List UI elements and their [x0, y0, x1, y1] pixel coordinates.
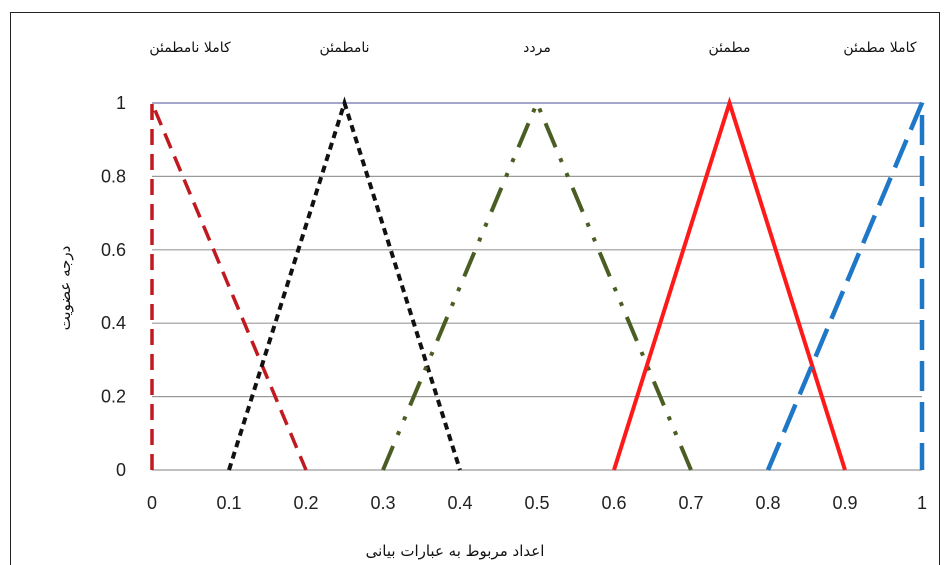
grid [152, 102, 922, 471]
series-group [150, 96, 925, 471]
y-tick-labels: 0 0.2 0.4 0.6 0.8 1 [101, 93, 126, 480]
y-tick-label: 0.4 [101, 313, 126, 333]
x-tick-label: 0.5 [524, 493, 549, 513]
x-tick-label: 0.9 [832, 493, 857, 513]
x-tick-label: 0.1 [216, 493, 241, 513]
term-labels: کاملا نامطمئن نامطمئن مردد مطمئن کاملا مطمئن [149, 40, 917, 56]
x-axis-label: اعداد مربوط به عبارات بیانی [366, 542, 545, 560]
y-tick-label: 0.8 [101, 166, 126, 186]
x-tick-label: 0.6 [601, 493, 626, 513]
y-tick-label: 1 [116, 93, 126, 113]
x-tick-label: 0.4 [447, 493, 472, 513]
term-label-2: نامطمئن [319, 40, 369, 56]
x-tick-labels: 0 0.1 0.2 0.3 0.4 0.5 0.6 0.7 0.8 0.9 1 [147, 493, 927, 513]
x-tick-label: 0.7 [678, 493, 703, 513]
y-tick-label: 0.2 [101, 387, 126, 407]
term-label-5: کاملا مطمئن [843, 40, 917, 56]
x-tick-label: 0 [147, 493, 157, 513]
series-line-1 [150, 102, 308, 471]
series-line-4 [612, 96, 847, 471]
y-axis-label: درجه عضویت [56, 246, 74, 331]
x-tick-label: 0.3 [370, 493, 395, 513]
series-line-2 [227, 96, 462, 471]
series-line-3 [381, 97, 693, 471]
x-tick-label: 1 [917, 493, 927, 513]
x-tick-label: 0.2 [293, 493, 318, 513]
term-label-1: کاملا نامطمئن [149, 40, 231, 56]
series-line-5 [765, 102, 925, 471]
y-tick-label: 0 [116, 460, 126, 480]
term-label-3: مردد [523, 40, 551, 56]
chart-frame [10, 12, 940, 565]
y-tick-label: 0.6 [101, 240, 126, 260]
x-tick-label: 0.8 [755, 493, 780, 513]
term-label-4: مطمئن [709, 40, 751, 56]
